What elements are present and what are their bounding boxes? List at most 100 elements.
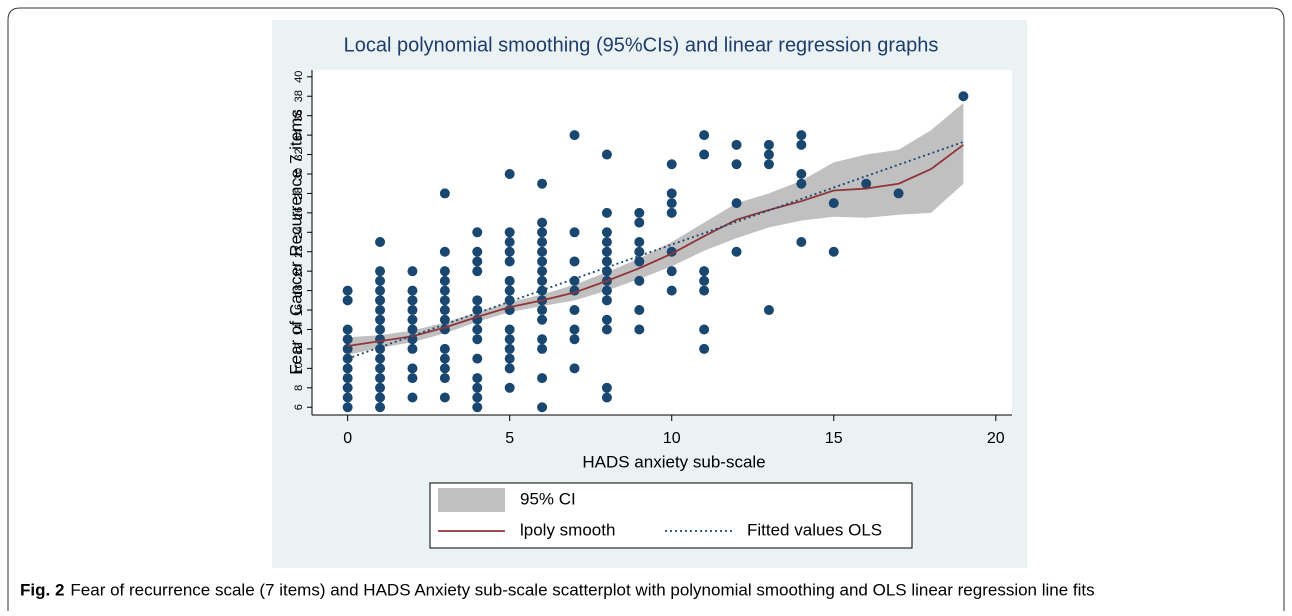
legend-label: 95% CI (520, 489, 576, 508)
point (634, 207, 645, 218)
x-tick-label: 15 (825, 430, 843, 447)
legend (429, 482, 913, 549)
y-tick-label: 18 (293, 284, 305, 296)
point (601, 256, 612, 267)
point (504, 343, 515, 354)
point (439, 295, 450, 306)
point (537, 314, 548, 325)
point (407, 305, 418, 316)
point (569, 227, 580, 238)
point (796, 237, 807, 248)
point (504, 246, 515, 257)
point (439, 314, 450, 325)
point (472, 402, 483, 413)
point (537, 305, 548, 316)
point (601, 237, 612, 248)
point (731, 139, 742, 150)
point (699, 324, 710, 335)
point (666, 188, 677, 199)
point (731, 198, 742, 209)
point (666, 285, 677, 296)
point (439, 343, 450, 354)
point (504, 256, 515, 267)
point (504, 334, 515, 345)
point (537, 343, 548, 354)
y-tick-label: 36 (293, 110, 305, 122)
point (439, 353, 450, 364)
point (537, 178, 548, 189)
point (601, 227, 612, 238)
point (537, 373, 548, 384)
point (472, 382, 483, 393)
point (342, 382, 353, 393)
legend-label: Fitted values OLS (747, 520, 882, 539)
point (537, 217, 548, 228)
legend-label: lpoly smooth (520, 520, 615, 539)
point (504, 382, 515, 393)
y-tick-label: 32 (293, 148, 305, 160)
point (537, 256, 548, 267)
point (407, 314, 418, 325)
point (439, 392, 450, 403)
point (472, 246, 483, 257)
frame (7, 7, 1285, 611)
point (375, 392, 386, 403)
y-tick-label: 30 (293, 168, 305, 180)
point (893, 188, 904, 199)
point (634, 324, 645, 335)
point (569, 363, 580, 374)
point (634, 217, 645, 228)
point (634, 256, 645, 267)
point (504, 324, 515, 335)
point (375, 334, 386, 345)
point (699, 343, 710, 354)
lpoly-line (347, 144, 964, 347)
point (861, 178, 872, 189)
point (472, 227, 483, 238)
point (666, 159, 677, 170)
point (407, 266, 418, 277)
y-tick-label: 28 (293, 187, 305, 199)
point (342, 285, 353, 296)
point (439, 246, 450, 257)
caption: Fear of recurrence scale (7 items) and H… (70, 580, 1094, 599)
y-axis-label: Fear of Cancer Recurrence 7 items (286, 109, 305, 375)
point (601, 207, 612, 218)
point (634, 275, 645, 286)
point (796, 178, 807, 189)
point (407, 392, 418, 403)
point (504, 353, 515, 364)
point (666, 266, 677, 277)
point (537, 246, 548, 257)
ols-line (347, 141, 964, 360)
point (828, 198, 839, 209)
point (958, 91, 969, 102)
point (569, 305, 580, 316)
point (472, 295, 483, 306)
y-tick-label: 12 (293, 343, 305, 355)
point (472, 305, 483, 316)
point (537, 402, 548, 413)
x-tick-label: 5 (505, 430, 514, 447)
point (342, 363, 353, 374)
point (472, 334, 483, 345)
point (504, 237, 515, 248)
point (407, 295, 418, 306)
point (375, 324, 386, 335)
point (569, 130, 580, 141)
point (569, 256, 580, 267)
point (601, 382, 612, 393)
point (601, 392, 612, 403)
point (699, 285, 710, 296)
y-tick-label: 8 (293, 385, 305, 391)
point (699, 130, 710, 141)
point (634, 305, 645, 316)
point (375, 314, 386, 325)
point (601, 149, 612, 160)
point (342, 392, 353, 403)
point (439, 373, 450, 384)
point (342, 295, 353, 306)
chart-title: Local polynomial smoothing (95%CIs) and … (344, 34, 939, 56)
point (666, 207, 677, 218)
